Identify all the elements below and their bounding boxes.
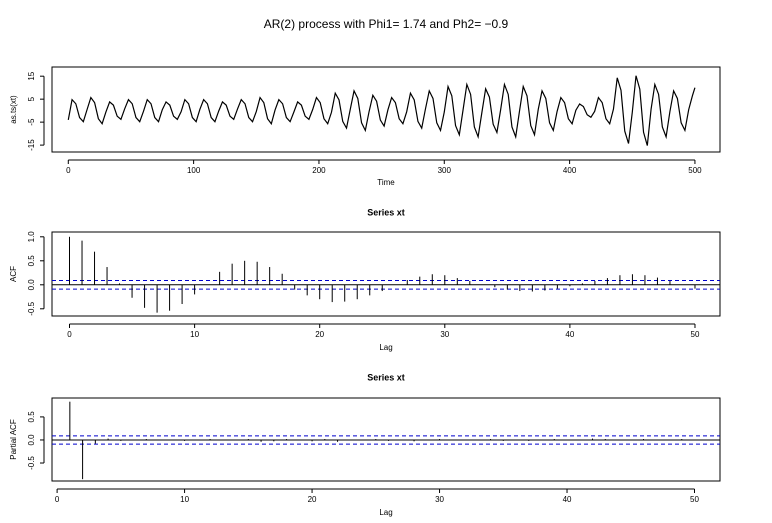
x-tick-label: 500 (688, 166, 702, 175)
x-tick-label: 30 (435, 495, 444, 504)
y-tick-label: 0.0 (27, 279, 36, 291)
panel-title: Series xt (367, 372, 405, 382)
x-tick-label: 0 (55, 495, 60, 504)
x-tick-label: 10 (180, 495, 189, 504)
x-tick-label: 20 (315, 330, 324, 339)
y-axis-label: ACF (9, 266, 18, 282)
plot-box (51, 66, 721, 153)
y-tick-label: -5 (27, 118, 36, 126)
x-tick-label: 20 (308, 495, 317, 504)
x-tick-label: 0 (66, 166, 71, 175)
x-tick-label: 400 (563, 166, 577, 175)
series-line (67, 75, 696, 146)
plot-box (51, 231, 721, 317)
y-tick-label: 0.0 (27, 434, 36, 446)
y-tick-label: 5 (27, 96, 36, 101)
y-tick-label: 0.5 (27, 411, 36, 423)
y-tick-label: -0.5 (27, 456, 36, 470)
y-axis-label: as.ts(xt) (9, 95, 18, 124)
x-tick-label: 10 (190, 330, 199, 339)
y-tick-label: -0.5 (27, 301, 36, 315)
chart-title: AR(2) process with Phi1= 1.74 and Ph2= −… (264, 17, 509, 31)
x-axis-label: Lag (379, 343, 392, 352)
x-tick-label: 30 (440, 330, 449, 339)
y-tick-label: -15 (27, 139, 36, 151)
x-tick-label: 50 (690, 495, 699, 504)
x-tick-label: 300 (438, 166, 452, 175)
x-tick-label: 50 (691, 330, 700, 339)
x-axis-label: Time (377, 178, 395, 187)
y-tick-label: 1.0 (27, 231, 36, 243)
x-axis-label: Lag (379, 508, 392, 517)
x-tick-label: 100 (187, 166, 201, 175)
x-tick-label: 40 (563, 495, 572, 504)
x-tick-label: 0 (67, 330, 72, 339)
x-tick-label: 40 (565, 330, 574, 339)
x-tick-label: 200 (312, 166, 326, 175)
panel-title: Series xt (367, 207, 405, 217)
y-tick-label: 15 (27, 71, 36, 80)
y-tick-label: 0.5 (27, 255, 36, 267)
y-axis-label: Partial ACF (9, 419, 18, 460)
